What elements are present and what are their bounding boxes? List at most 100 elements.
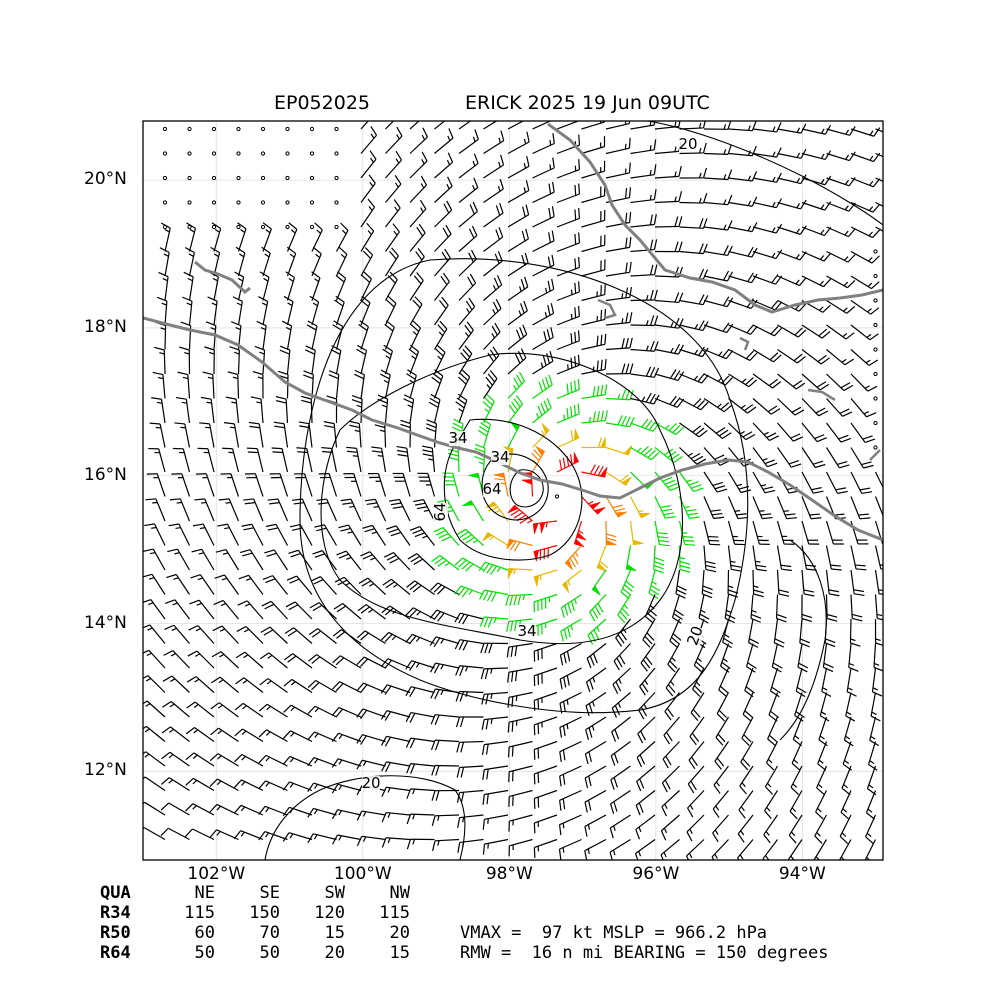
wind-barb (610, 741, 631, 766)
wind-barb (846, 667, 857, 697)
wind-barb (585, 692, 607, 716)
wind-barb (155, 321, 167, 350)
wind-barb (456, 789, 484, 803)
wind-barb (596, 545, 609, 572)
wind-barb (814, 814, 828, 844)
wind-barb (236, 151, 241, 156)
wind-barb (413, 499, 436, 522)
wind-barb (169, 498, 191, 522)
wind-barb (581, 358, 607, 375)
wind-barb (825, 545, 842, 571)
wind-barb (338, 524, 362, 546)
wind-barb (434, 272, 450, 301)
wind-barb (506, 538, 533, 552)
wind-barb (458, 225, 478, 252)
wind-barb (480, 667, 509, 680)
wind-barb (669, 618, 682, 649)
wind-barb (458, 177, 479, 203)
wind-barb (483, 154, 505, 179)
wind-barb (817, 741, 828, 771)
wind-barb (294, 473, 313, 497)
wind-barb (613, 643, 631, 671)
table-header-nw: NW (389, 883, 410, 903)
wind-barb (558, 838, 582, 860)
wind-barb (389, 498, 411, 522)
wind-barb (630, 446, 660, 461)
wind-barb (605, 137, 631, 155)
wind-barb (143, 649, 166, 669)
wind-barb (687, 765, 705, 794)
wind-barb (483, 202, 504, 228)
wind-barb (507, 371, 526, 399)
wind-barb (217, 523, 240, 546)
wind-barb (752, 348, 782, 363)
wind-barb (483, 178, 504, 203)
wind-barb (235, 677, 264, 693)
wind-barb (556, 121, 580, 130)
wind-barb (482, 765, 509, 781)
wind-barb (609, 838, 631, 860)
wind-barb (334, 224, 339, 230)
wind-barb (260, 224, 266, 230)
wind-barb (741, 716, 754, 746)
wind-barb (845, 692, 856, 722)
wind-barb (346, 446, 362, 473)
wind-barb (763, 814, 778, 844)
wind-barb (227, 371, 240, 399)
contour-label-bg (491, 450, 509, 465)
wind-barb (407, 553, 435, 571)
wind-barb (506, 642, 533, 658)
wind-barb (190, 574, 215, 595)
wind-barb (703, 270, 734, 282)
wind-barb (258, 831, 288, 841)
wind-barb (532, 423, 550, 448)
wind-barb (630, 289, 658, 302)
wind-barb (559, 765, 582, 787)
wind-barb (483, 298, 502, 326)
contour-label: 20 (683, 624, 706, 648)
wind-barb (532, 254, 555, 277)
wind-barb (171, 473, 191, 497)
wind-barb (184, 828, 215, 841)
wind-barb (873, 273, 878, 279)
wind-barb (581, 410, 608, 424)
wind-barb (179, 346, 191, 375)
wind-barb (790, 765, 803, 796)
wind-barb (309, 151, 315, 156)
wind-barb (356, 630, 386, 645)
wind-barb (434, 121, 446, 130)
wind-barb (331, 732, 362, 743)
wind-barb (168, 523, 191, 546)
wind-barb (718, 667, 730, 698)
wind-barb (405, 686, 435, 697)
wind-barb (430, 582, 460, 596)
wind-barb (304, 345, 316, 375)
wind-barb (260, 126, 266, 132)
wind-barb (213, 599, 239, 620)
wind-barb (752, 496, 773, 520)
wind-barb (205, 321, 217, 350)
wind-barb (381, 811, 411, 823)
wind-barb (143, 573, 166, 595)
wind-barb (559, 740, 582, 763)
wind-barb (825, 471, 848, 494)
wind-barb (333, 602, 362, 620)
wind-barb (209, 753, 239, 767)
wind-barb (258, 805, 288, 816)
wind-barb (458, 129, 479, 154)
wind-barb (279, 345, 291, 375)
wind-barb (283, 678, 313, 694)
wind-barb (826, 275, 856, 289)
wind-barb (609, 814, 631, 839)
wind-barb (679, 471, 704, 493)
coastline (143, 122, 883, 542)
wind-barb (703, 322, 734, 334)
wind-barb (211, 651, 239, 669)
wind-barb (284, 627, 313, 644)
wind-barb (507, 504, 533, 524)
wind-barb (801, 349, 830, 365)
wind-barb (630, 418, 660, 432)
wind-barb (479, 589, 509, 602)
wind-barb (752, 569, 764, 598)
wind-barb (405, 711, 435, 723)
